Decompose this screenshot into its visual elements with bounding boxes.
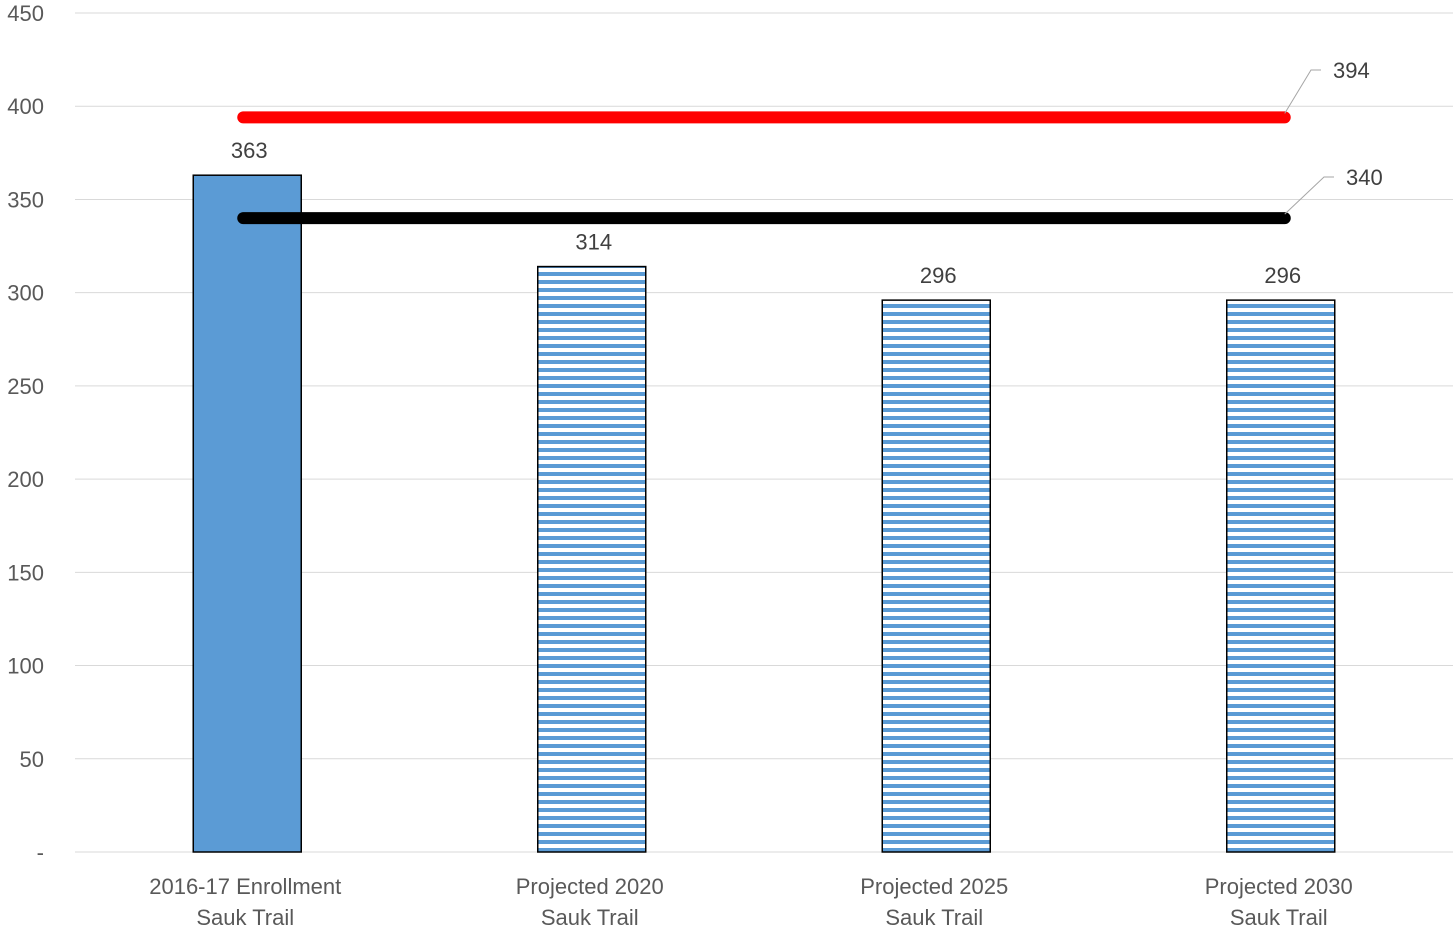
- reference-label-340: 340: [1346, 165, 1383, 190]
- x-category-label-2-line-0: Projected 2025: [860, 874, 1008, 899]
- bars: [192, 174, 1336, 853]
- x-category-label-3-line-1: Sauk Trail: [1230, 905, 1328, 930]
- y-tick-label-200: 200: [7, 467, 44, 492]
- x-category-label-2-line-1: Sauk Trail: [885, 905, 983, 930]
- y-tick-label-150: 150: [7, 560, 44, 585]
- x-category-label-1-line-1: Sauk Trail: [541, 905, 639, 930]
- y-tick-label-450: 450: [7, 1, 44, 26]
- y-tick-label-350: 350: [7, 187, 44, 212]
- y-tick-label-250: 250: [7, 374, 44, 399]
- x-category-label-0-line-1: Sauk Trail: [196, 905, 294, 930]
- bar-3: [1226, 299, 1336, 853]
- bar-value-label-0: 363: [231, 138, 268, 163]
- y-tick-label-400: 400: [7, 94, 44, 119]
- bar-value-label-3: 296: [1264, 263, 1301, 288]
- y-tick-label-100: 100: [7, 654, 44, 679]
- x-category-label-0-line-0: 2016-17 Enrollment: [149, 874, 341, 899]
- y-tick-label-50: 50: [20, 747, 44, 772]
- bar-2: [881, 299, 991, 853]
- y-tick-label-0: -: [37, 840, 44, 865]
- reference-leader-394: [1284, 69, 1321, 114]
- gridlines: [75, 12, 1453, 853]
- data-labels: 363 314 296 296 394 340: [231, 58, 1383, 288]
- reference-lines: [237, 69, 1334, 225]
- x-axis-category-labels: 2016-17 Enrollment Sauk Trail Projected 20…: [149, 874, 1353, 930]
- y-tick-label-300: 300: [7, 281, 44, 306]
- x-category-label-1-line-0: Projected 2020: [516, 874, 664, 899]
- y-axis-tick-labels: - 50 100 150 200 250 300 350 400 450: [7, 1, 44, 865]
- reference-label-394: 394: [1333, 58, 1370, 83]
- reference-leader-340: [1284, 176, 1334, 215]
- bar-1: [537, 265, 647, 853]
- bar-value-label-1: 314: [575, 230, 612, 255]
- bar-0: [192, 174, 302, 853]
- x-category-label-3-line-0: Projected 2030: [1205, 874, 1353, 899]
- bar-value-label-2: 296: [920, 263, 957, 288]
